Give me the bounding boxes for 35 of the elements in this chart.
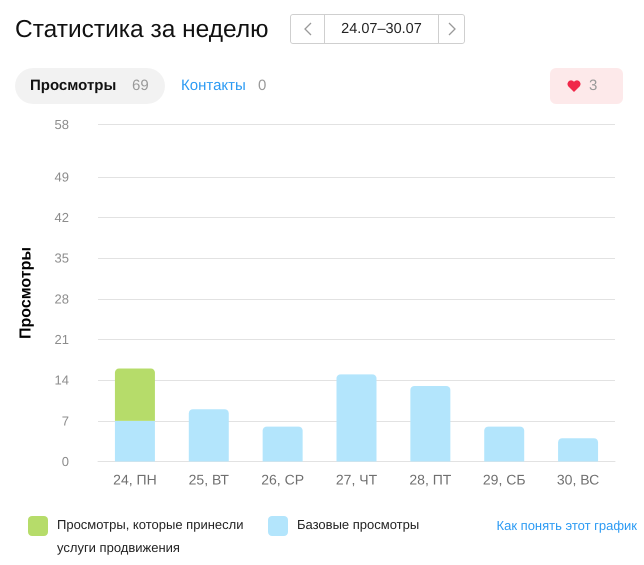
y-tick-label: 42: [54, 210, 69, 225]
text: 0: [258, 77, 266, 95]
text: Просмотры: [30, 77, 116, 95]
x-tick-label: 30, ВС: [556, 472, 600, 488]
x-tick-label: 27, ЧТ: [336, 472, 378, 488]
bar: [188, 409, 229, 462]
bar: [114, 368, 155, 421]
y-tick-label: 58: [54, 117, 69, 132]
bar: [558, 438, 598, 462]
x-tick-label: 29, СБ: [482, 472, 526, 488]
y-tick-label: 7: [62, 413, 69, 428]
legend-label: Просмотры, которые принесли услуги продвижения: [57, 516, 244, 557]
text: 3: [589, 77, 598, 95]
chart-subtitle: 24.07–30.07: [340, 20, 423, 39]
x-tick-label: 24, ПН: [113, 472, 157, 488]
x-tick-label: 25, ВТ: [188, 472, 230, 488]
bar: [336, 374, 376, 462]
bar: [410, 386, 450, 462]
x-tick-label: 28, ПТ: [409, 472, 452, 488]
y-tick-label: 14: [54, 372, 69, 388]
text: Как понять этот график: [496, 517, 637, 535]
legend-label: Базовые просмотры: [297, 516, 420, 534]
y-tick-label: 49: [54, 169, 69, 184]
y-tick-label: 28: [54, 291, 69, 306]
chart-title: Статистика за неделю: [15, 15, 269, 45]
bar: [114, 420, 155, 462]
y-tick-label: 35: [54, 250, 69, 266]
text: 69: [132, 77, 149, 95]
bar: [484, 426, 524, 462]
x-tick-label: 26, СР: [261, 472, 304, 488]
y-tick-label: 0: [62, 454, 69, 469]
text: Контакты: [181, 77, 246, 95]
y-tick-label: 21: [54, 332, 69, 347]
y-axis-title: Просмотры: [18, 246, 34, 340]
bar: [262, 426, 303, 462]
